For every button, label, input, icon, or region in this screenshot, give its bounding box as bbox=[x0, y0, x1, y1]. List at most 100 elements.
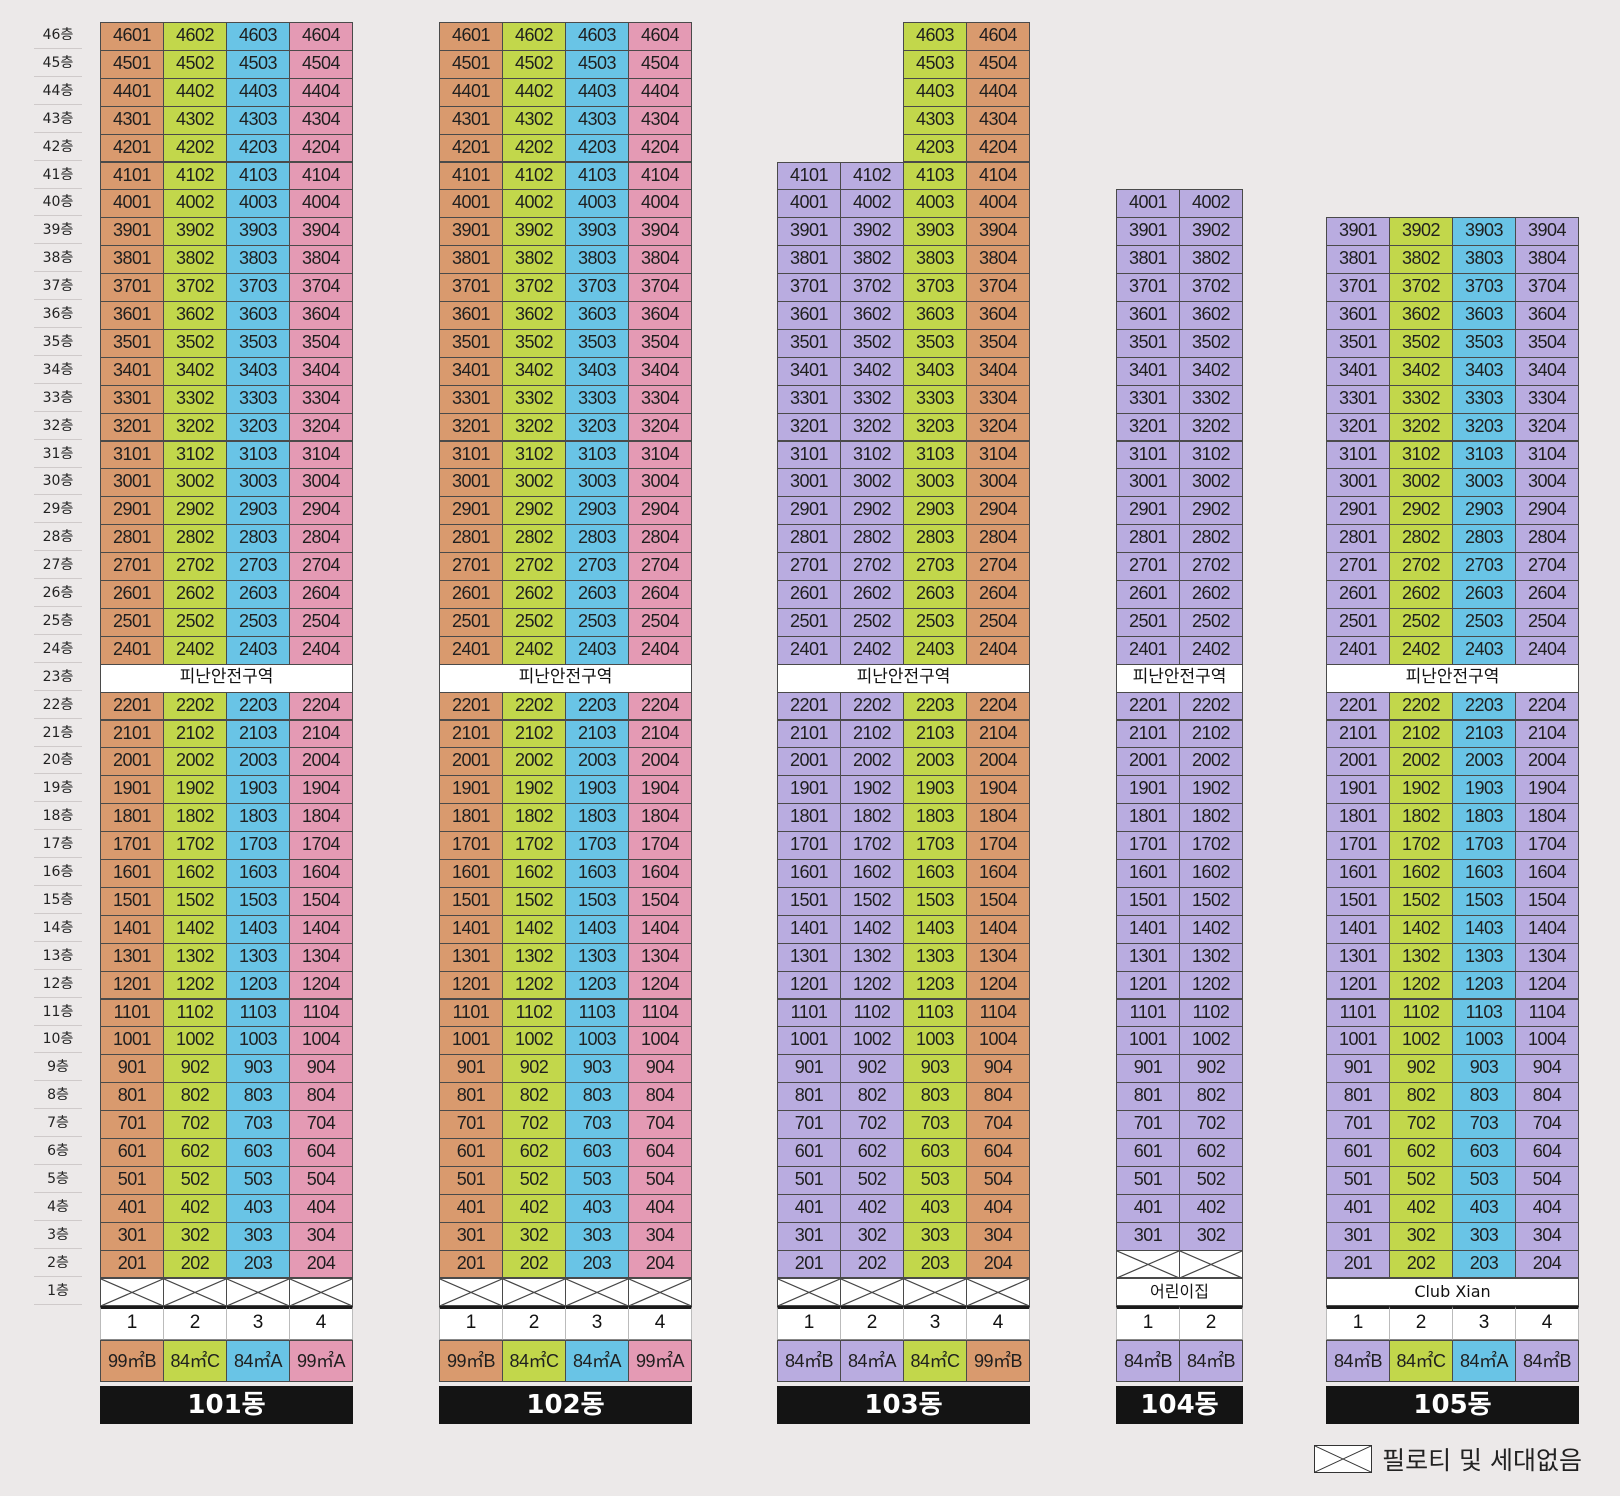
unit-cell[interactable]: 503 bbox=[903, 1165, 967, 1195]
unit-cell[interactable]: 3604 bbox=[628, 301, 692, 330]
unit-cell[interactable]: 2903 bbox=[903, 496, 967, 526]
unit-cell[interactable]: 1103 bbox=[903, 998, 967, 1028]
unit-cell[interactable]: 1502 bbox=[1389, 886, 1453, 916]
unit-cell[interactable]: 2401 bbox=[1326, 635, 1390, 665]
unit-cell[interactable]: 1403 bbox=[565, 914, 629, 944]
unit-cell[interactable]: 804 bbox=[966, 1082, 1030, 1112]
unit-cell[interactable]: 2402 bbox=[1179, 635, 1243, 665]
unit-cell[interactable]: 2902 bbox=[840, 496, 904, 526]
unit-cell[interactable]: 4002 bbox=[502, 189, 566, 219]
unit-cell[interactable]: 2602 bbox=[1389, 580, 1453, 609]
unit-cell[interactable]: 501 bbox=[100, 1165, 164, 1195]
unit-cell[interactable]: 1604 bbox=[1515, 859, 1579, 888]
unit-cell[interactable]: 2604 bbox=[628, 580, 692, 609]
unit-cell[interactable]: 2703 bbox=[903, 552, 967, 581]
unit-cell[interactable]: 201 bbox=[439, 1249, 503, 1279]
unit-cell[interactable]: 2503 bbox=[1452, 607, 1516, 637]
unit-cell[interactable]: 1101 bbox=[777, 998, 841, 1028]
unit-cell[interactable]: 404 bbox=[966, 1193, 1030, 1223]
unit-cell[interactable]: 2402 bbox=[1389, 635, 1453, 665]
unit-cell[interactable]: 4604 bbox=[289, 22, 353, 51]
unit-cell[interactable]: 1803 bbox=[226, 803, 290, 833]
unit-cell[interactable]: 3004 bbox=[966, 468, 1030, 498]
unit-cell[interactable]: 801 bbox=[1116, 1082, 1180, 1112]
unit-cell[interactable]: 1603 bbox=[226, 859, 290, 888]
unit-cell[interactable]: 2601 bbox=[439, 580, 503, 609]
unit-cell[interactable]: 4402 bbox=[163, 77, 227, 107]
unit-cell[interactable]: 3901 bbox=[777, 217, 841, 247]
unit-cell[interactable]: 2704 bbox=[628, 552, 692, 581]
unit-cell[interactable]: 4404 bbox=[289, 77, 353, 107]
unit-cell[interactable]: 1903 bbox=[565, 775, 629, 805]
unit-cell[interactable]: 1704 bbox=[289, 831, 353, 860]
unit-cell[interactable]: 3302 bbox=[502, 384, 566, 414]
unit-cell[interactable]: 4201 bbox=[439, 133, 503, 163]
unit-cell[interactable]: 2901 bbox=[439, 496, 503, 526]
unit-cell[interactable]: 1701 bbox=[1116, 831, 1180, 860]
unit-cell[interactable]: 1102 bbox=[1389, 998, 1453, 1028]
unit-cell[interactable]: 4204 bbox=[628, 133, 692, 163]
unit-cell[interactable]: 2504 bbox=[966, 607, 1030, 637]
unit-cell[interactable]: 2101 bbox=[1116, 719, 1180, 749]
unit-cell[interactable]: 602 bbox=[840, 1138, 904, 1167]
unit-cell[interactable]: 1202 bbox=[840, 970, 904, 1000]
unit-cell[interactable]: 4404 bbox=[628, 77, 692, 107]
unit-cell[interactable]: 1202 bbox=[163, 970, 227, 1000]
unit-cell[interactable]: 1501 bbox=[1326, 886, 1390, 916]
unit-cell[interactable]: 304 bbox=[1515, 1221, 1579, 1251]
unit-cell[interactable]: 4001 bbox=[100, 189, 164, 219]
unit-cell[interactable]: 4101 bbox=[777, 161, 841, 191]
unit-cell[interactable]: 3704 bbox=[628, 273, 692, 302]
unit-cell[interactable]: 2803 bbox=[1452, 524, 1516, 554]
unit-cell[interactable]: 301 bbox=[100, 1221, 164, 1251]
unit-cell[interactable]: 1204 bbox=[966, 970, 1030, 1000]
unit-cell[interactable]: 504 bbox=[289, 1165, 353, 1195]
unit-cell[interactable]: 1903 bbox=[903, 775, 967, 805]
unit-cell[interactable]: 1403 bbox=[903, 914, 967, 944]
unit-cell[interactable]: 4603 bbox=[903, 22, 967, 51]
unit-cell[interactable]: 3201 bbox=[100, 412, 164, 442]
unit-cell[interactable]: 1902 bbox=[840, 775, 904, 805]
unit-cell[interactable]: 3203 bbox=[565, 412, 629, 442]
unit-cell[interactable]: 1001 bbox=[1326, 1026, 1390, 1056]
unit-cell[interactable]: 501 bbox=[1326, 1165, 1390, 1195]
unit-cell[interactable]: 2701 bbox=[1326, 552, 1390, 581]
unit-cell[interactable]: 301 bbox=[1116, 1221, 1180, 1251]
unit-cell[interactable]: 702 bbox=[163, 1110, 227, 1139]
unit-cell[interactable]: 2803 bbox=[565, 524, 629, 554]
unit-cell[interactable]: 2501 bbox=[100, 607, 164, 637]
unit-cell[interactable]: 2803 bbox=[903, 524, 967, 554]
unit-cell[interactable]: 1501 bbox=[1116, 886, 1180, 916]
unit-cell[interactable]: 4001 bbox=[777, 189, 841, 219]
unit-cell[interactable]: 3104 bbox=[1515, 440, 1579, 470]
unit-cell[interactable]: 3602 bbox=[502, 301, 566, 330]
unit-cell[interactable]: 1504 bbox=[966, 886, 1030, 916]
unit-cell[interactable]: 801 bbox=[1326, 1082, 1390, 1112]
unit-cell[interactable]: 2903 bbox=[565, 496, 629, 526]
unit-cell[interactable]: 1902 bbox=[1389, 775, 1453, 805]
unit-cell[interactable]: 1601 bbox=[1116, 859, 1180, 888]
unit-cell[interactable]: 3301 bbox=[1326, 384, 1390, 414]
unit-cell[interactable]: 4201 bbox=[100, 133, 164, 163]
unit-cell[interactable]: 702 bbox=[1179, 1110, 1243, 1139]
unit-cell[interactable]: 2202 bbox=[1179, 691, 1243, 721]
unit-cell[interactable]: 2101 bbox=[777, 719, 841, 749]
unit-cell[interactable]: 2804 bbox=[1515, 524, 1579, 554]
unit-cell[interactable]: 3204 bbox=[289, 412, 353, 442]
unit-cell[interactable]: 4603 bbox=[565, 22, 629, 51]
unit-cell[interactable]: 2702 bbox=[1389, 552, 1453, 581]
unit-cell[interactable]: 3001 bbox=[1116, 468, 1180, 498]
unit-cell[interactable]: 3401 bbox=[439, 356, 503, 386]
unit-cell[interactable]: 2602 bbox=[840, 580, 904, 609]
unit-cell[interactable]: 1904 bbox=[289, 775, 353, 805]
unit-cell[interactable]: 601 bbox=[1116, 1138, 1180, 1167]
unit-cell[interactable]: 2804 bbox=[289, 524, 353, 554]
unit-cell[interactable]: 803 bbox=[565, 1082, 629, 1112]
unit-cell[interactable]: 1602 bbox=[1389, 859, 1453, 888]
unit-cell[interactable]: 1404 bbox=[289, 914, 353, 944]
unit-cell[interactable]: 3504 bbox=[966, 328, 1030, 358]
unit-cell[interactable]: 3704 bbox=[289, 273, 353, 302]
unit-cell[interactable]: 1502 bbox=[502, 886, 566, 916]
unit-cell[interactable]: 1104 bbox=[628, 998, 692, 1028]
unit-cell[interactable]: 1401 bbox=[100, 914, 164, 944]
